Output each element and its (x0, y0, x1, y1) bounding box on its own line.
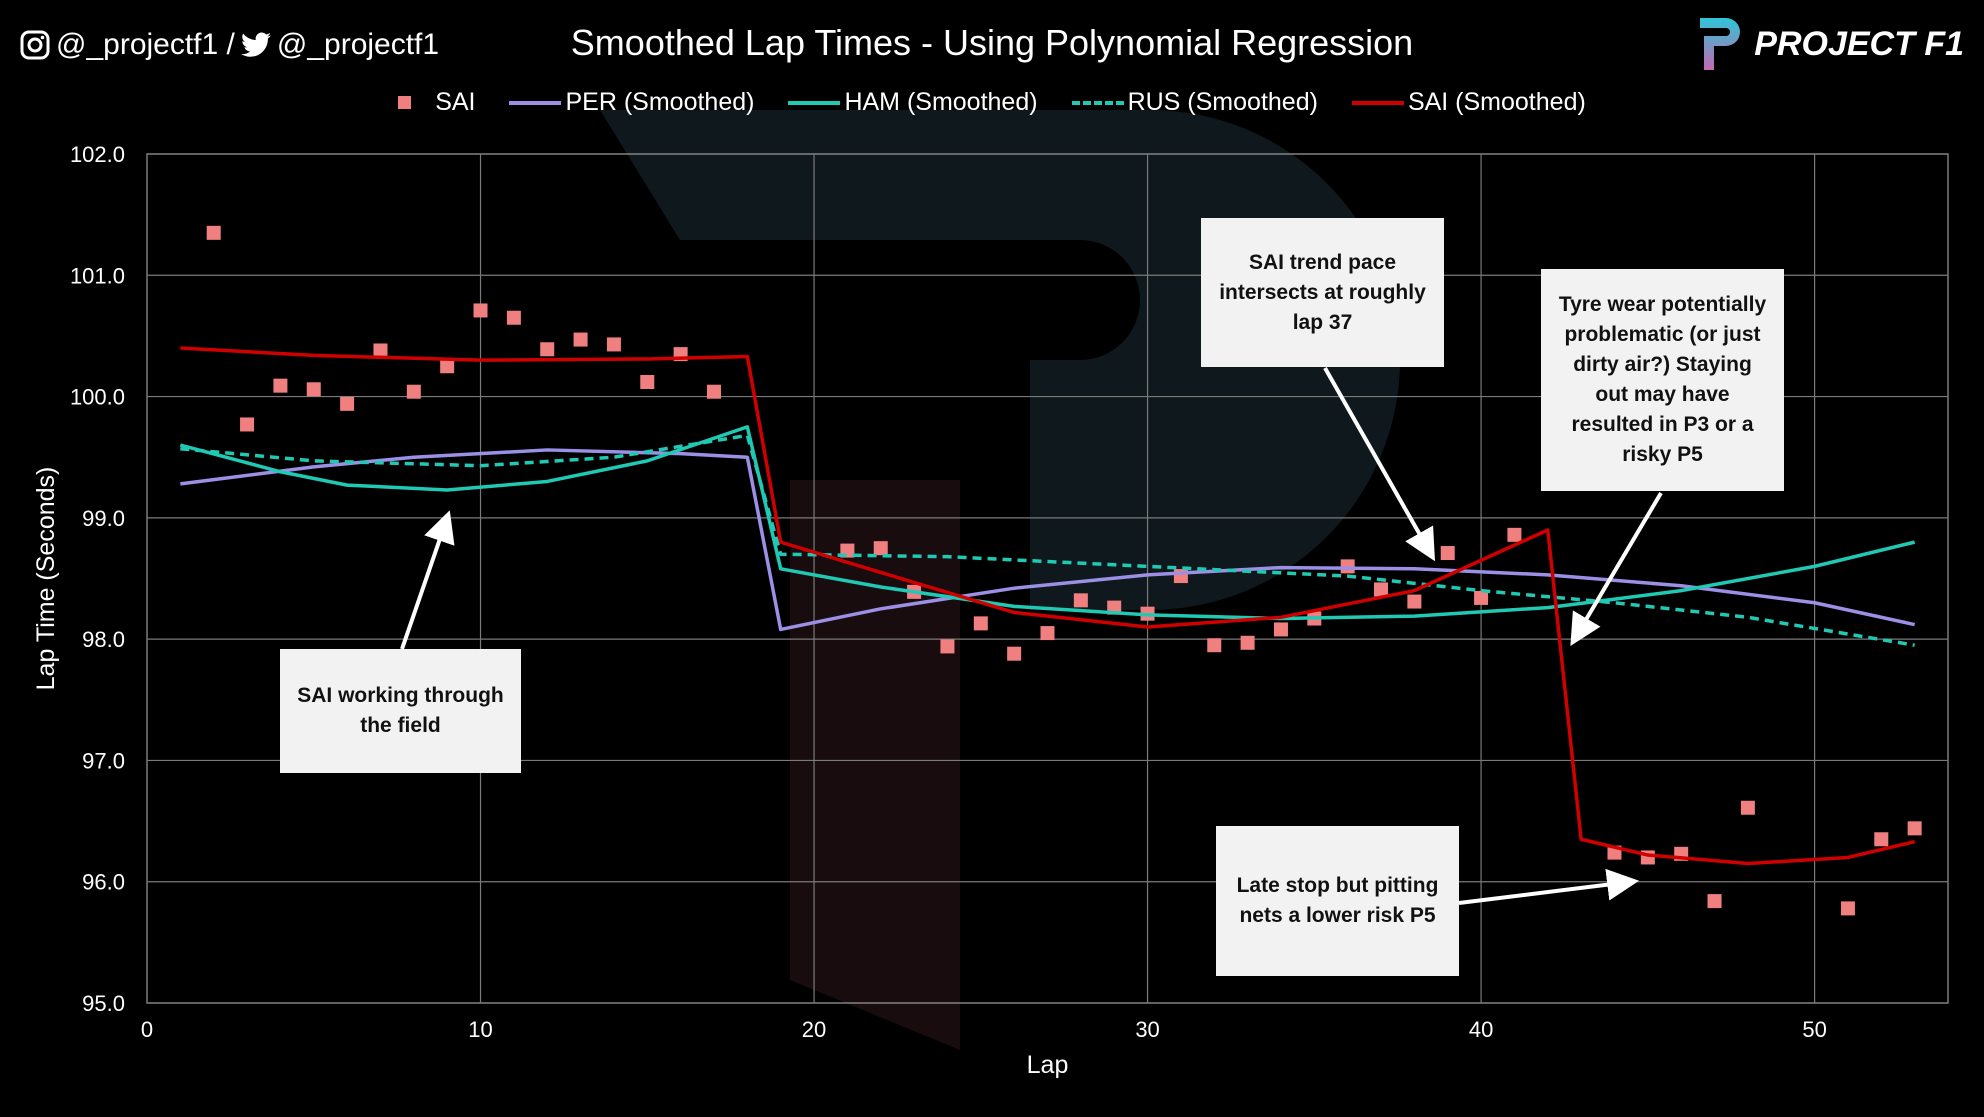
data-point-sai (873, 541, 888, 556)
p1-logo-icon (1700, 18, 1741, 70)
data-point-sai (1707, 894, 1722, 909)
legend-item-sai-smoothed: SAI (Smoothed) (1351, 88, 1586, 117)
logo-text: PROJECT F1 (1754, 24, 1964, 63)
data-point-sai (506, 310, 521, 325)
annotation-arrow (1323, 367, 1436, 562)
legend-item-per: PER (Smoothed) (509, 88, 754, 117)
legend-swatch (1351, 100, 1404, 105)
social-handles: @_projectf1 / @_projectf1 (20, 28, 439, 62)
legend-item-rus: RUS (Smoothed) (1071, 88, 1318, 117)
data-point-sai (973, 616, 988, 631)
data-point-sai (473, 303, 488, 318)
instagram-handle: @_projectf1 / (56, 28, 235, 61)
data-point-sai (573, 332, 588, 347)
legend-item-sai: SAI (398, 88, 475, 117)
y-tick-label: 96.0 (82, 870, 125, 895)
legend-label: PER (Smoothed) (565, 88, 755, 116)
data-point-sai (406, 384, 421, 399)
legend-label: SAI (Smoothed) (1407, 88, 1586, 116)
data-point-sai (306, 382, 321, 397)
data-point-sai (1207, 638, 1222, 653)
twitter-icon (240, 32, 271, 57)
legend-swatch (398, 96, 412, 109)
y-tick-label: 95.0 (82, 991, 125, 1016)
data-point-sai (1407, 594, 1422, 609)
data-point-sai (1907, 821, 1922, 836)
x-tick-label: 20 (802, 1017, 826, 1042)
data-point-sai (1474, 590, 1489, 605)
x-tick-label: 40 (1469, 1017, 1493, 1042)
project-f1-logo: PROJECT F1 (1696, 14, 1964, 74)
legend-label: RUS (Smoothed) (1127, 88, 1318, 116)
data-point-sai (1874, 832, 1889, 847)
y-tick-label: 100.0 (70, 385, 125, 410)
y-tick-label: 102.0 (70, 142, 125, 167)
series-line-sai (180, 346, 1916, 866)
data-point-sai (240, 417, 255, 432)
data-point-sai (1374, 582, 1389, 597)
legend-label: SAI (435, 88, 476, 116)
legend-item-ham: HAM (Smoothed) (788, 88, 1038, 117)
data-point-sai (940, 639, 955, 654)
data-point-sai (273, 378, 288, 393)
data-point-sai (1040, 626, 1055, 641)
annotation-arrow (1458, 868, 1640, 905)
annotation-tyre-wear: Tyre wear potentially problematic (or ju… (1541, 269, 1784, 491)
series-line-rus (180, 433, 1915, 647)
data-point-sai (340, 396, 355, 411)
data-point-sai (1507, 527, 1522, 542)
annotation-late-stop: Late stop but pitting nets a lower risk … (1216, 826, 1459, 976)
data-point-sai (440, 359, 455, 374)
x-tick-label: 30 (1135, 1017, 1159, 1042)
data-point-sai (1340, 559, 1355, 574)
x-tick-label: 0 (141, 1017, 153, 1042)
x-tick-label: 50 (1802, 1017, 1826, 1042)
x-axis-label: Lap (1027, 1051, 1069, 1079)
series-line-per (180, 448, 1916, 632)
data-point-sai (606, 337, 621, 352)
watermark-logo (790, 480, 960, 1050)
chart-title: Smoothed Lap Times - Using Polynomial Re… (570, 22, 1414, 63)
watermark-logo (600, 110, 1400, 610)
instagram-icon (20, 30, 50, 60)
annotation-arrow (1570, 491, 1663, 647)
x-tick-label: 10 (468, 1017, 492, 1042)
data-point-sai (1273, 622, 1288, 637)
twitter-handle: @_projectf1 (276, 28, 440, 61)
y-axis-label: Lap Time (Seconds) (32, 467, 60, 691)
legend-swatch (1071, 100, 1124, 105)
data-point-sai (1740, 800, 1755, 815)
y-tick-label: 98.0 (82, 627, 125, 652)
annotation-sai-working: SAI working through the field (280, 649, 521, 773)
annotation-trend-intersect: SAI trend pace intersects at roughly lap… (1201, 218, 1444, 367)
y-tick-label: 101.0 (70, 263, 125, 288)
data-point-sai (640, 375, 655, 390)
data-point-sai (1440, 546, 1455, 561)
annotation-arrow (400, 510, 455, 650)
y-tick-label: 97.0 (82, 748, 125, 773)
legend-swatch (509, 100, 562, 105)
data-point-sai (1240, 635, 1255, 650)
data-point-sai (1073, 593, 1088, 608)
legend-label: HAM (Smoothed) (844, 88, 1038, 116)
legend-swatch (788, 100, 841, 105)
data-point-sai (540, 342, 555, 357)
data-point-sai (1840, 901, 1855, 916)
y-tick-label: 99.0 (82, 506, 125, 531)
data-point-sai (1007, 646, 1022, 661)
data-point-sai (706, 384, 721, 399)
data-point-sai (373, 343, 388, 358)
legend: SAI PER (Smoothed) HAM (Smoothed) RUS (S… (0, 88, 1984, 117)
data-point-sai (206, 225, 221, 240)
